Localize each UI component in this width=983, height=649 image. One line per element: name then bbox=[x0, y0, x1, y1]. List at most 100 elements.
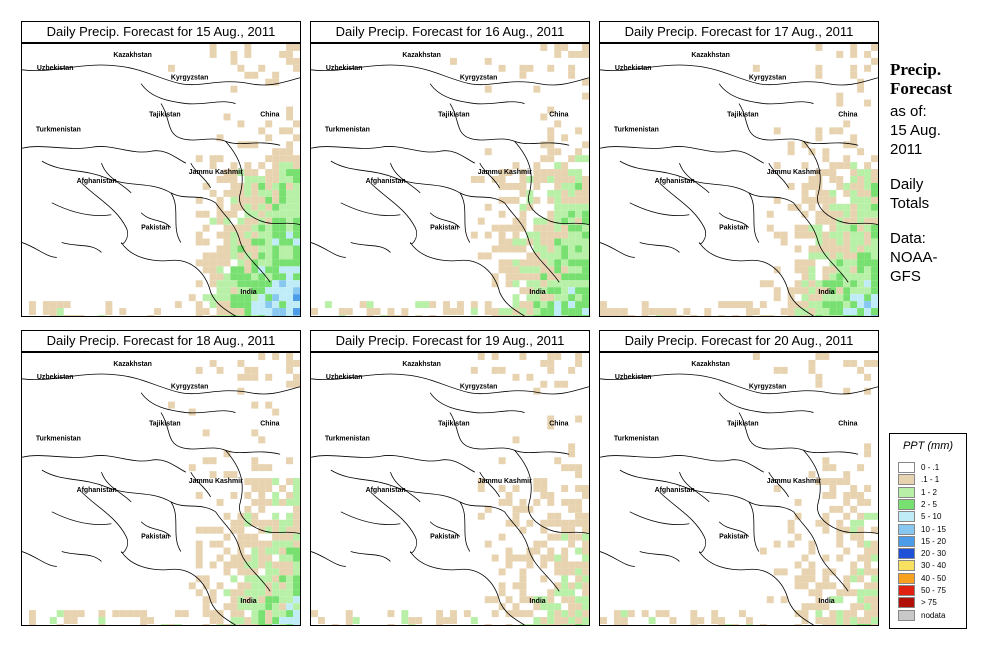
map-label-uzbekistan: Uzbekistan bbox=[37, 65, 74, 72]
legend-label: 1 - 2 bbox=[921, 487, 938, 497]
legend-label: .1 - 1 bbox=[921, 475, 940, 485]
map-label-afghanistan: Afghanistan bbox=[366, 487, 406, 494]
map-label-kyrgyzstan: Kyrgyzstan bbox=[749, 384, 786, 391]
precip-map: Kazakhstan Uzbekistan Kyrgyzstan Tajikistan… bbox=[310, 352, 590, 626]
map-label-kyrgyzstan: Kyrgyzstan bbox=[460, 75, 497, 82]
legend-swatch bbox=[898, 523, 915, 535]
legend-swatch bbox=[898, 462, 915, 473]
map-label-jammu-kashmir: Jammu Kashmir bbox=[478, 169, 532, 176]
type-line-2: Totals bbox=[890, 195, 930, 212]
precip-map: Kazakhstan Uzbekistan Kyrgyzstan Tajikistan… bbox=[599, 352, 879, 626]
panel-title: Daily Precip. Forecast for 16 Aug., 2011 bbox=[310, 21, 590, 43]
country-borders bbox=[22, 64, 300, 316]
country-borders bbox=[22, 373, 300, 625]
forecast-panel-5: Daily Precip. Forecast for 19 Aug., 2011… bbox=[310, 330, 590, 626]
map-label-tajikistan: Tajikistan bbox=[149, 420, 181, 427]
map-label-uzbekistan: Uzbekistan bbox=[615, 374, 652, 381]
map-label-jammu-kashmir: Jammu Kashmir bbox=[189, 169, 243, 176]
map-label-jammu-kashmir: Jammu Kashmir bbox=[189, 478, 243, 485]
map-label-kazakhstan: Kazakhstan bbox=[691, 361, 730, 368]
map-label-tajikistan: Tajikistan bbox=[727, 111, 759, 118]
map-label-india: India bbox=[818, 598, 834, 605]
map-label-china: China bbox=[260, 111, 279, 118]
map-label-china: China bbox=[260, 420, 279, 427]
map-label-afghanistan: Afghanistan bbox=[366, 178, 406, 185]
map-label-kyrgyzstan: Kyrgyzstan bbox=[171, 384, 208, 391]
map-label-uzbekistan: Uzbekistan bbox=[37, 374, 74, 381]
legend-swatch bbox=[898, 535, 915, 547]
map-label-india: India bbox=[818, 289, 834, 296]
precip-map: Kazakhstan Uzbekistan Kyrgyzstan Tajikistan… bbox=[310, 43, 590, 317]
map-label-afghanistan: Afghanistan bbox=[655, 487, 695, 494]
legend-swatch bbox=[898, 474, 915, 486]
legend-label: 0 - .1 bbox=[921, 463, 940, 472]
map-label-turkmenistan: Turkmenistan bbox=[614, 435, 659, 442]
map-label-kazakhstan: Kazakhstan bbox=[402, 52, 441, 59]
map-label-china: China bbox=[549, 420, 568, 427]
map-label-jammu-kashmir: Jammu Kashmir bbox=[767, 478, 821, 485]
map-label-pakistan: Pakistan bbox=[719, 534, 748, 541]
legend-swatch bbox=[898, 585, 915, 596]
data-source-2: GFS bbox=[890, 268, 921, 285]
precip-cells bbox=[311, 44, 589, 316]
map-label-turkmenistan: Turkmenistan bbox=[36, 126, 81, 133]
map-label-turkmenistan: Turkmenistan bbox=[325, 435, 370, 442]
map-label-tajikistan: Tajikistan bbox=[438, 111, 470, 118]
map-label-turkmenistan: Turkmenistan bbox=[614, 126, 659, 133]
legend-item: 5 - 10 bbox=[898, 511, 962, 523]
map-label-pakistan: Pakistan bbox=[430, 225, 459, 232]
precip-cells bbox=[600, 353, 878, 625]
forecast-panel-4: Daily Precip. Forecast for 18 Aug., 2011… bbox=[21, 330, 301, 626]
legend-swatch bbox=[898, 609, 915, 621]
legend-item: nodata bbox=[898, 609, 962, 621]
panel-title: Daily Precip. Forecast for 19 Aug., 2011 bbox=[310, 330, 590, 352]
map-label-pakistan: Pakistan bbox=[719, 225, 748, 232]
map-label-kyrgyzstan: Kyrgyzstan bbox=[171, 75, 208, 82]
map-label-uzbekistan: Uzbekistan bbox=[326, 65, 363, 72]
legend-label: 5 - 10 bbox=[921, 512, 942, 522]
legend-item: 30 - 40 bbox=[898, 560, 962, 572]
map-label-india: India bbox=[529, 598, 545, 605]
map-label-india: India bbox=[529, 289, 545, 296]
map-label-tajikistan: Tajikistan bbox=[438, 420, 470, 427]
side-title-2: Forecast bbox=[890, 79, 952, 98]
country-borders bbox=[311, 64, 589, 316]
map-label-turkmenistan: Turkmenistan bbox=[325, 126, 370, 133]
precip-map: Kazakhstan Uzbekistan Kyrgyzstan Tajikistan… bbox=[599, 43, 879, 317]
legend-label: > 75 bbox=[921, 598, 937, 608]
legend-title: PPT (mm) bbox=[902, 440, 954, 452]
map-label-china: China bbox=[549, 111, 568, 118]
legend-label: 30 - 40 bbox=[921, 561, 946, 571]
legend-label: 2 - 5 bbox=[921, 499, 938, 509]
ppt-legend: PPT (mm) 0 - .1 .1 - 1 1 - 2 2 - 5 5 - 10 10 … bbox=[889, 433, 967, 629]
asof-label: as of: bbox=[890, 103, 927, 120]
precip-cells bbox=[28, 353, 300, 625]
precip-cells bbox=[600, 44, 878, 316]
type-line-1: Daily bbox=[890, 176, 924, 193]
precip-cells bbox=[28, 44, 300, 316]
forecast-panel-1: Daily Precip. Forecast for 15 Aug., 2011… bbox=[21, 21, 301, 317]
legend-item: > 75 bbox=[898, 597, 962, 609]
legend-item: 2 - 5 bbox=[898, 498, 962, 510]
legend-item: 40 - 50 bbox=[898, 572, 962, 584]
map-label-pakistan: Pakistan bbox=[430, 534, 459, 541]
legend-label: 15 - 20 bbox=[921, 536, 946, 546]
map-label-india: India bbox=[240, 289, 256, 296]
precip-map: Kazakhstan Uzbekistan Kyrgyzstan Tajikistan… bbox=[21, 352, 301, 626]
asof-year: 2011 bbox=[890, 141, 923, 158]
asof-date: 15 Aug. bbox=[890, 122, 941, 139]
forecast-panel-2: Daily Precip. Forecast for 16 Aug., 2011… bbox=[310, 21, 590, 317]
map-label-jammu-kashmir: Jammu Kashmir bbox=[478, 478, 532, 485]
legend-swatch bbox=[898, 498, 915, 510]
legend-swatch bbox=[898, 597, 915, 609]
map-label-kyrgyzstan: Kyrgyzstan bbox=[749, 75, 786, 82]
map-label-tajikistan: Tajikistan bbox=[149, 111, 181, 118]
forecast-panel-6: Daily Precip. Forecast for 20 Aug., 2011… bbox=[599, 330, 879, 626]
map-label-china: China bbox=[838, 111, 857, 118]
map-label-india: India bbox=[240, 598, 256, 605]
side-info: Precip. Forecast as of: 15 Aug. 2011 Dai… bbox=[890, 60, 982, 286]
side-title-1: Precip. bbox=[890, 60, 942, 79]
legend-label: nodata bbox=[921, 610, 946, 620]
legend-item: 1 - 2 bbox=[898, 486, 962, 498]
precip-cells bbox=[311, 353, 589, 625]
